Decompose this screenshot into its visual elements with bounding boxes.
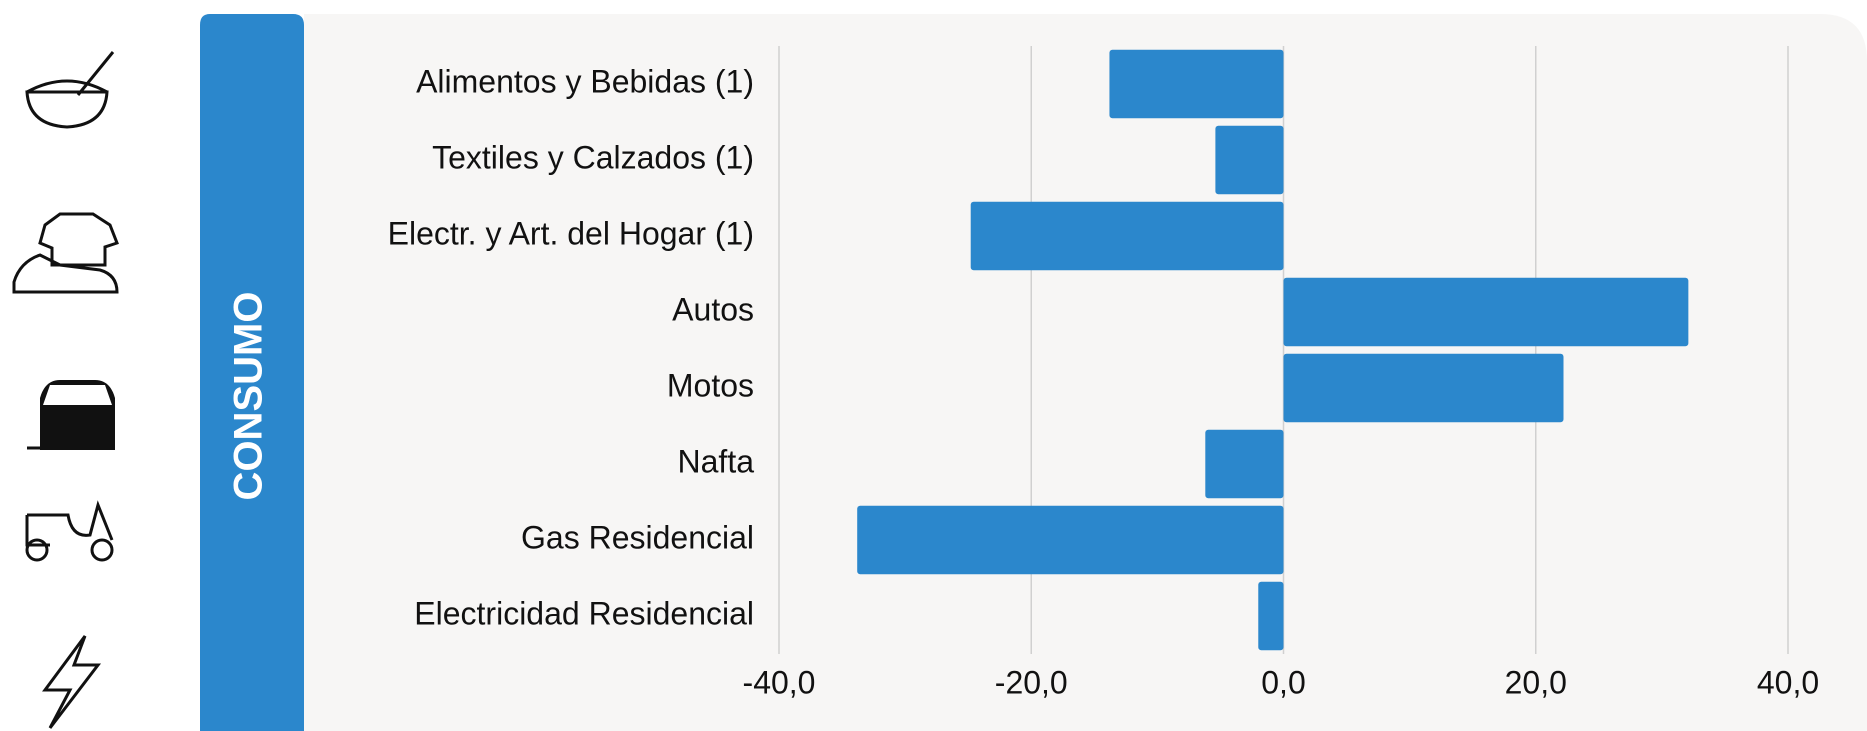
y-tick-label: Electr. y Art. del Hogar (1): [388, 215, 754, 251]
y-tick-label: Alimentos y Bebidas (1): [416, 63, 754, 99]
bar: [857, 505, 1284, 575]
y-tick-label: Textiles y Calzados (1): [432, 139, 754, 175]
scooter-wheel: [90, 538, 114, 562]
x-tick-label: 20,0: [1505, 664, 1567, 700]
bar: [1109, 49, 1284, 119]
panel: [304, 14, 1867, 731]
spoon-icon: [76, 51, 115, 96]
bolt-icon: [42, 635, 102, 729]
y-tick-label: Autos: [672, 291, 754, 327]
x-tick-label: -40,0: [743, 664, 816, 700]
car-window: [43, 385, 112, 405]
clothes-icon: [12, 212, 119, 294]
y-tick-label: Nafta: [678, 443, 755, 479]
bowl-icon: [25, 79, 109, 129]
bar: [1215, 125, 1284, 195]
y-tick-label: Electricidad Residencial: [414, 595, 754, 631]
bar: [1258, 581, 1284, 651]
scooter-wheel: [25, 538, 49, 562]
section-bar: [200, 14, 304, 731]
bar: [1283, 353, 1564, 423]
bar: [970, 201, 1284, 271]
bar: [1205, 429, 1284, 499]
x-tick-label: 40,0: [1757, 664, 1819, 700]
x-tick-label: -20,0: [995, 664, 1068, 700]
x-tick-label: 0,0: [1261, 664, 1305, 700]
y-tick-label: Gas Residencial: [521, 519, 754, 555]
section-label: CONSUMO: [227, 292, 271, 501]
y-tick-label: Motos: [667, 367, 754, 403]
icons: [12, 51, 119, 729]
bar: [1283, 277, 1689, 347]
scooter-body: [25, 500, 114, 547]
